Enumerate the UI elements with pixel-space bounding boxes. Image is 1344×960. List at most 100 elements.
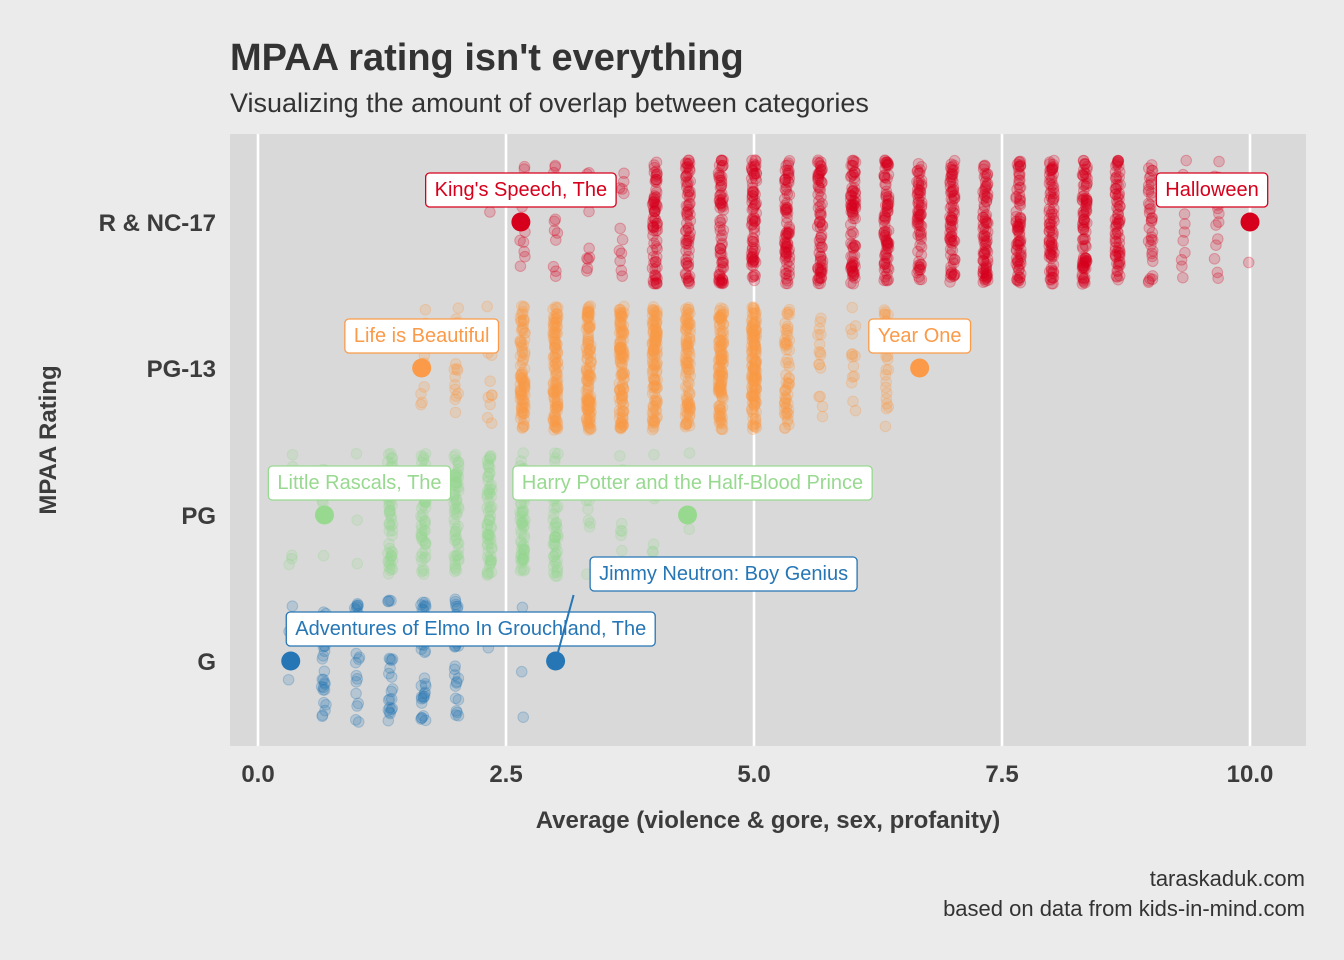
point: [846, 266, 859, 278]
point: [881, 268, 893, 280]
point: [1109, 232, 1122, 245]
point: [617, 175, 630, 188]
point: [948, 269, 960, 282]
point: [747, 339, 760, 352]
point: [684, 175, 697, 188]
point: [1077, 251, 1090, 263]
point: [679, 267, 692, 280]
point: [714, 347, 727, 359]
point: [514, 370, 527, 383]
point: [717, 204, 730, 216]
point: [1080, 255, 1093, 267]
point: [385, 549, 398, 562]
point: [781, 202, 794, 214]
point: [514, 311, 527, 324]
point: [650, 173, 662, 186]
point: [515, 339, 528, 352]
point: [1046, 224, 1058, 237]
point: [747, 301, 760, 314]
point: [914, 164, 926, 176]
point: [684, 164, 696, 177]
point: [551, 378, 564, 391]
point: [550, 368, 563, 380]
point: [1111, 190, 1124, 203]
point: [944, 221, 957, 233]
point: [1043, 194, 1056, 206]
point: [845, 261, 858, 274]
point: [948, 159, 960, 172]
point: [878, 171, 891, 183]
point: [551, 405, 564, 417]
point: [1145, 231, 1158, 243]
point: [1043, 235, 1056, 248]
point: [1013, 194, 1026, 206]
point: [1045, 191, 1057, 203]
point: [1110, 228, 1122, 241]
point: [848, 239, 861, 251]
point: [1047, 181, 1060, 194]
point: [847, 242, 860, 254]
point: [749, 172, 762, 185]
point: [385, 562, 398, 575]
point: [947, 175, 959, 188]
point: [1114, 214, 1126, 226]
point: [880, 392, 893, 405]
point: [781, 274, 794, 287]
point: [948, 192, 961, 204]
point: [815, 231, 827, 244]
point: [647, 221, 659, 234]
point: [683, 232, 695, 244]
point: [1078, 273, 1090, 286]
point: [550, 327, 563, 340]
point: [846, 167, 859, 180]
point: [646, 315, 659, 328]
point: [945, 163, 958, 176]
point: [583, 251, 596, 264]
point: [914, 186, 927, 199]
point: [516, 322, 529, 335]
point: [947, 234, 960, 247]
point: [585, 356, 597, 369]
point: [746, 181, 759, 194]
point: [749, 338, 761, 351]
point: [650, 225, 662, 237]
point: [1110, 183, 1122, 195]
point: [715, 330, 728, 342]
point: [648, 192, 660, 205]
point: [415, 551, 427, 563]
point: [549, 341, 561, 353]
point: [816, 198, 828, 210]
point: [1113, 166, 1126, 178]
point: [845, 277, 857, 289]
point: [747, 233, 760, 245]
point: [878, 229, 890, 242]
point: [779, 391, 791, 403]
point: [1077, 272, 1090, 285]
point: [712, 360, 725, 373]
point: [779, 246, 792, 259]
point: [1113, 189, 1125, 202]
point: [682, 274, 695, 287]
point: [1142, 276, 1155, 289]
point: [1048, 246, 1060, 259]
point: [912, 212, 925, 225]
point: [583, 413, 596, 425]
point: [680, 314, 692, 326]
point: [1078, 232, 1090, 245]
point: [849, 404, 862, 417]
point: [515, 315, 528, 328]
point: [750, 207, 763, 219]
point: [614, 317, 627, 329]
point: [647, 274, 660, 287]
point: [1014, 155, 1027, 168]
point: [880, 234, 893, 246]
point: [1014, 221, 1026, 233]
point: [979, 273, 991, 286]
point: [846, 185, 858, 198]
point: [750, 343, 762, 356]
point: [715, 354, 728, 366]
point: [716, 239, 728, 251]
point: [946, 170, 958, 183]
point: [582, 303, 595, 316]
point: [879, 178, 891, 191]
